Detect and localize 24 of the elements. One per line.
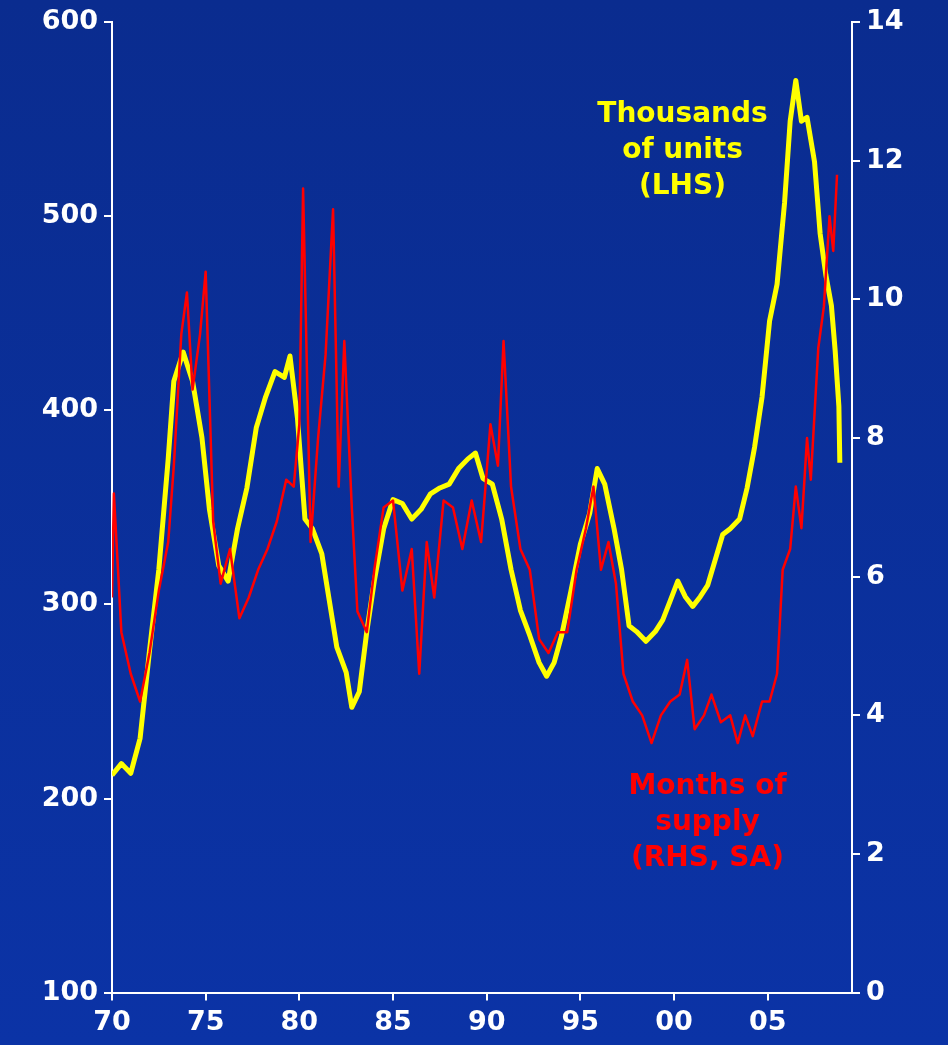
y-tick-label: 300 xyxy=(41,586,98,618)
x-tick-label: 00 xyxy=(655,1004,693,1036)
x-tick-label: 90 xyxy=(467,1004,506,1036)
y-tick-label: 200 xyxy=(41,780,98,812)
y-tick-label: 100 xyxy=(41,974,98,1006)
y-tick-label: 500 xyxy=(41,198,98,230)
x-tick-label: 95 xyxy=(561,1004,600,1036)
series-label: Months of supply (RHS, SA) xyxy=(627,767,788,875)
x-tick-label: 80 xyxy=(280,1004,319,1036)
y2-tick-label: 0 xyxy=(866,974,885,1006)
y2-tick-label: 12 xyxy=(866,142,904,174)
y2-tick-label: 2 xyxy=(866,835,885,867)
y2-tick-label: 4 xyxy=(866,697,885,729)
y-tick-label: 400 xyxy=(41,392,98,424)
y2-tick-label: 8 xyxy=(866,420,885,452)
x-tick-label: 75 xyxy=(186,1004,225,1036)
x-tick-label: 05 xyxy=(748,1004,787,1036)
series-label: Thousands of units (LHS) xyxy=(596,95,769,203)
y2-tick-label: 10 xyxy=(866,281,904,313)
y-tick-label: 600 xyxy=(41,4,98,36)
y2-tick-label: 6 xyxy=(866,558,885,590)
x-tick-label: 85 xyxy=(374,1004,412,1036)
y2-tick-label: 14 xyxy=(866,4,904,36)
x-tick-label: 70 xyxy=(93,1004,131,1036)
